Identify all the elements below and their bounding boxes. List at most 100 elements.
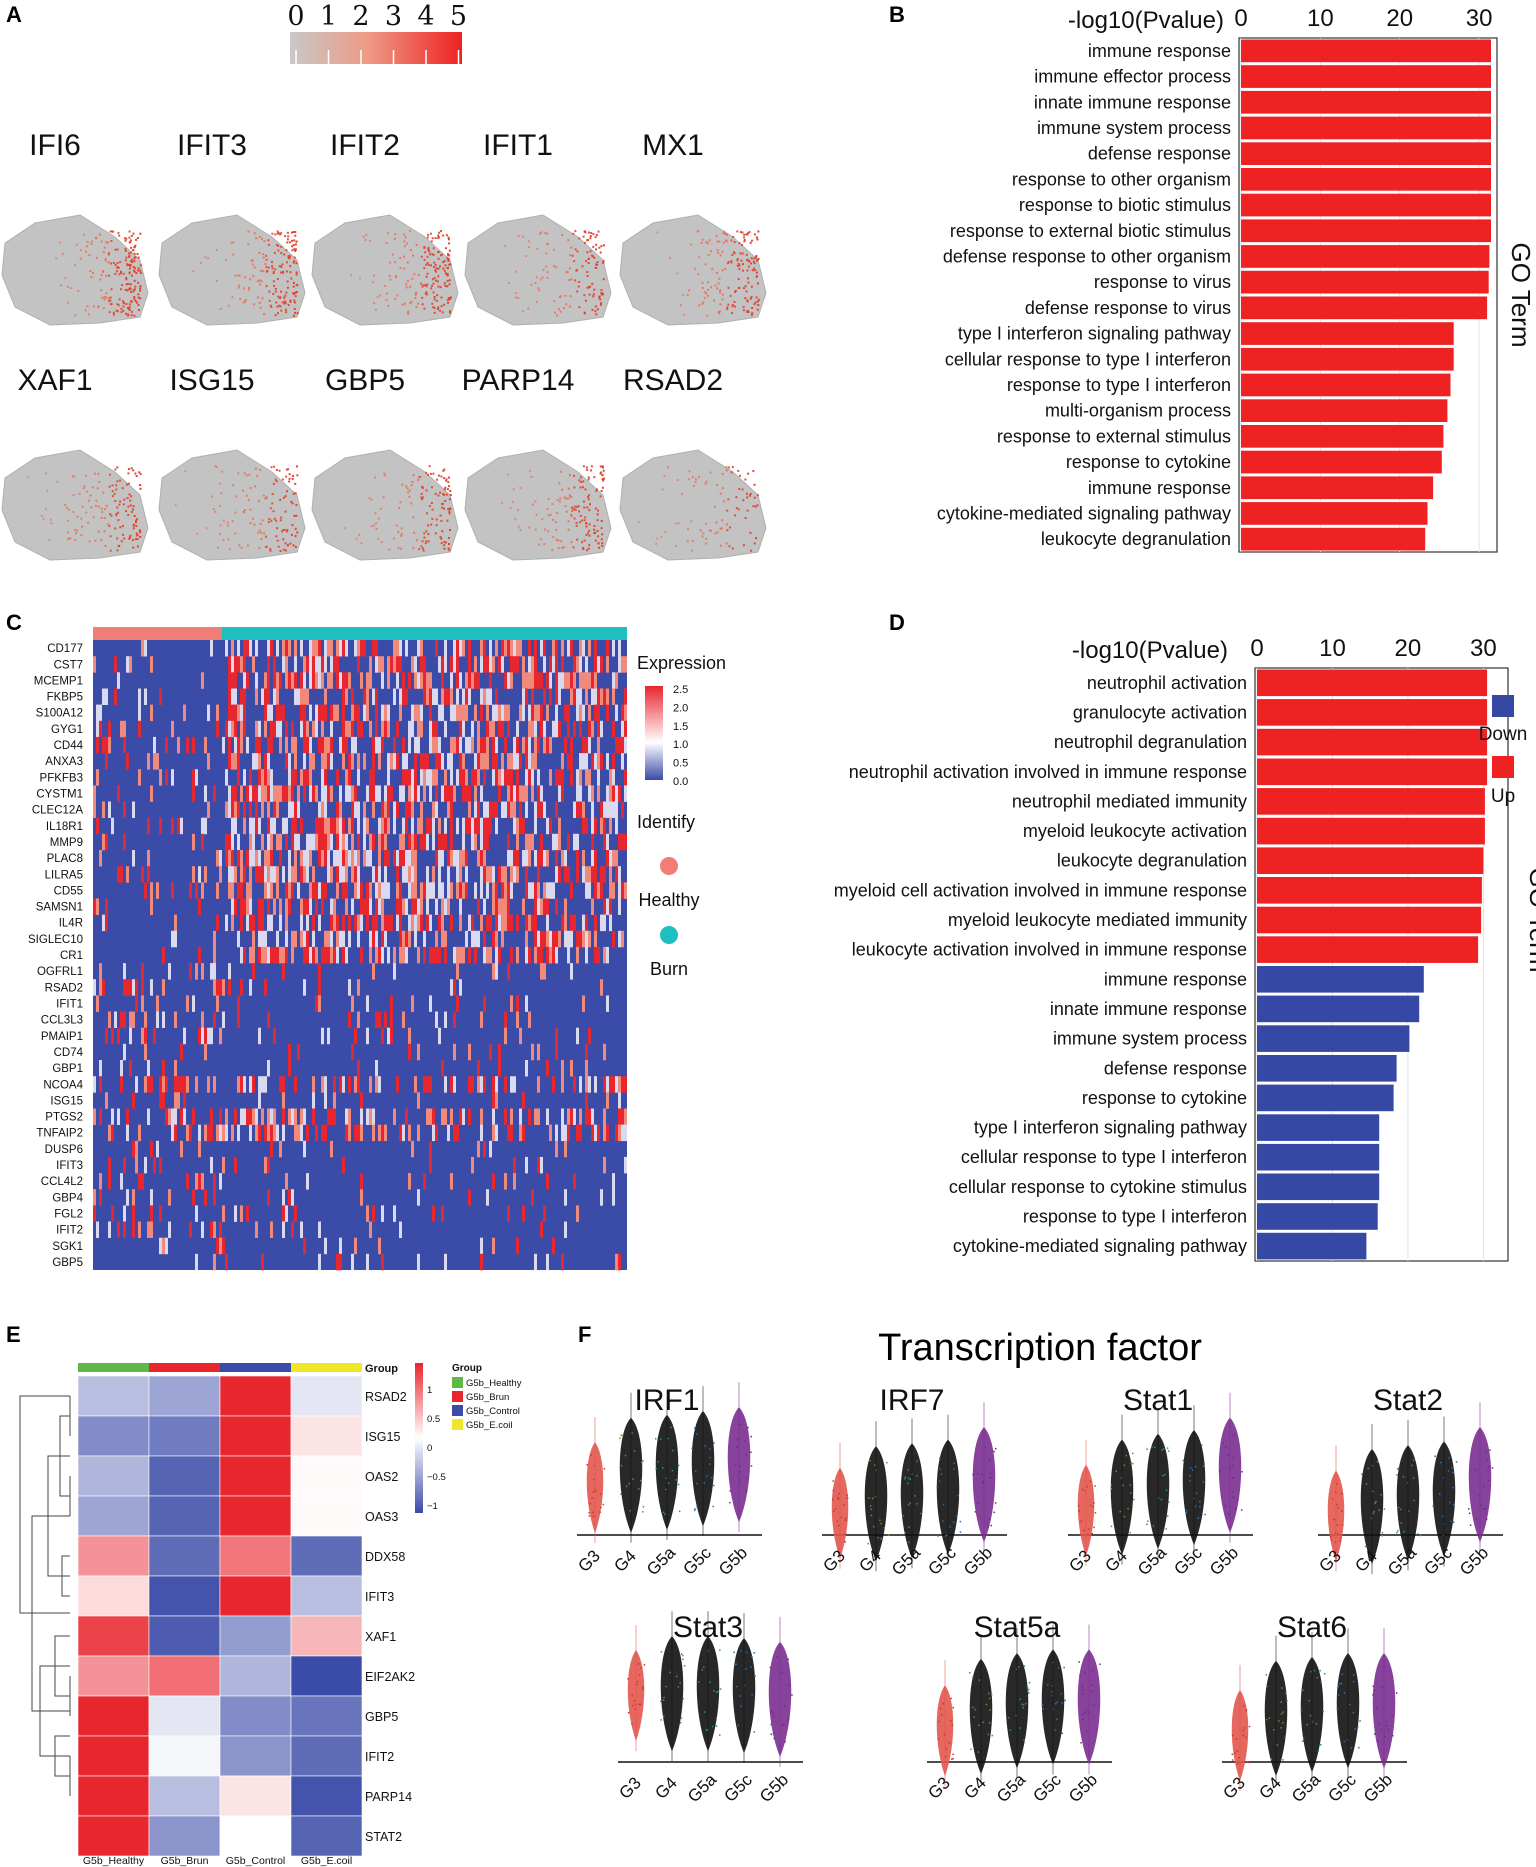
heatmap-cell: [528, 850, 531, 867]
heatmap-cell: [111, 1027, 114, 1045]
heatmap-cell: [330, 930, 333, 948]
umap-expr-point: [599, 298, 602, 301]
heatmap-cell: [546, 1253, 549, 1271]
bar: [1257, 728, 1488, 756]
umap-expr-point: [676, 272, 679, 275]
heatmap-cell: [552, 930, 555, 948]
heatmap-gene-label: CST7: [54, 659, 83, 671]
heatmap-cell: [297, 882, 300, 899]
violin-point: [909, 1478, 912, 1481]
umap-expr-point: [409, 285, 412, 288]
heatmap-cell: [528, 914, 531, 932]
umap-expr-point: [364, 238, 367, 241]
umap-expr-point: [275, 519, 278, 522]
x-tick-label: 20: [1395, 635, 1422, 662]
heatmap-cell: [435, 785, 438, 802]
heatmap-cell: [234, 1108, 237, 1125]
heatmap-cell: [99, 704, 102, 722]
group-annotation: [78, 1363, 149, 1372]
violin-point: [836, 1497, 839, 1499]
bar: [1241, 142, 1491, 165]
violin-point: [1197, 1517, 1200, 1519]
umap-expr-point: [97, 505, 100, 508]
category-label: cytokine-mediated signaling pathway: [953, 1236, 1247, 1256]
heatmap-cell: [444, 1108, 447, 1125]
violin-point: [1027, 1691, 1029, 1693]
umap-expr-point: [431, 508, 434, 511]
umap-expr-point: [551, 502, 554, 505]
heatmap-row-label: IFIT3: [365, 1590, 394, 1604]
heatmap-cell: [528, 704, 531, 722]
heatmap-cell: [501, 769, 504, 786]
heatmap-cell: [456, 866, 459, 883]
heatmap-cell: [351, 1043, 354, 1061]
heatmap-cell: [480, 704, 483, 722]
heatmap-cell: [324, 946, 327, 964]
umap-expr-point: [731, 547, 734, 550]
umap-expr-point: [279, 296, 282, 299]
umap-expr-point: [570, 513, 572, 516]
heatmap-cell: [342, 882, 345, 899]
heatmap-cell: [501, 882, 504, 899]
violin-point: [1342, 1524, 1344, 1526]
umap-expr-point: [584, 516, 587, 519]
heatmap-cell: [126, 1189, 129, 1206]
umap-expr-point: [271, 493, 274, 495]
heatmap-cell: [375, 914, 378, 932]
umap-expr-point: [127, 482, 130, 485]
heatmap-cell: [417, 1043, 420, 1061]
heatmap-cell: [219, 1495, 292, 1537]
umap-expr-point: [285, 308, 287, 311]
heatmap-cell: [453, 704, 456, 722]
heatmap-cell: [132, 801, 135, 818]
violin-point: [1051, 1694, 1054, 1697]
heatmap-cell: [528, 882, 531, 899]
violin-category-label: G3: [924, 1773, 953, 1802]
scale-tick: 2: [352, 1, 369, 32]
category-label: defense response to virus: [1025, 298, 1231, 318]
heatmap-cell: [483, 1076, 486, 1093]
violin-point: [1343, 1740, 1346, 1743]
umap-expr-point: [561, 233, 564, 236]
umap-expr-point: [530, 475, 533, 478]
heatmap-cell: [432, 1124, 435, 1142]
heatmap-cell: [567, 930, 570, 948]
heatmap-gene-label: CD74: [54, 1047, 84, 1059]
heatmap-cell: [120, 1011, 123, 1028]
heatmap-cell: [537, 882, 540, 899]
heatmap-cell: [288, 898, 291, 915]
umap-expr-point: [269, 548, 272, 551]
umap-expr-point: [295, 504, 298, 506]
violin-point: [677, 1483, 680, 1486]
heatmap-cell: [360, 1124, 363, 1142]
heatmap-cell: [144, 882, 147, 899]
heatmap-cell: [624, 1156, 627, 1174]
violin-point: [735, 1464, 737, 1466]
heatmap-cell: [336, 640, 339, 657]
heatmap-cell: [231, 882, 234, 899]
violin-point: [879, 1519, 881, 1521]
umap-expr-point: [375, 528, 378, 530]
umap-expr-point: [262, 253, 265, 256]
heatmap-cell: [225, 1253, 228, 1271]
violin-point: [832, 1498, 834, 1501]
heatmap-cell: [228, 672, 231, 689]
umap-expr-point: [293, 307, 296, 310]
umap-expr-point: [656, 537, 659, 540]
umap-expr-point: [120, 272, 122, 274]
heatmap-cell: [528, 656, 531, 673]
umap-expr-point: [287, 235, 290, 238]
heatmap-cell: [552, 1076, 555, 1093]
heatmap-cell: [516, 720, 519, 738]
heatmap-cell: [348, 753, 351, 770]
umap-expr-point: [278, 469, 281, 472]
violin-category-label: G4: [651, 1773, 680, 1802]
heatmap-cell: [270, 850, 273, 867]
heatmap-cell: [408, 833, 411, 851]
violin-point: [640, 1667, 642, 1669]
umap-expr-point: [517, 297, 520, 300]
heatmap-cell: [372, 736, 375, 754]
heatmap-cell: [450, 833, 453, 851]
heatmap-cell: [342, 817, 345, 835]
heatmap-cell: [177, 817, 180, 835]
